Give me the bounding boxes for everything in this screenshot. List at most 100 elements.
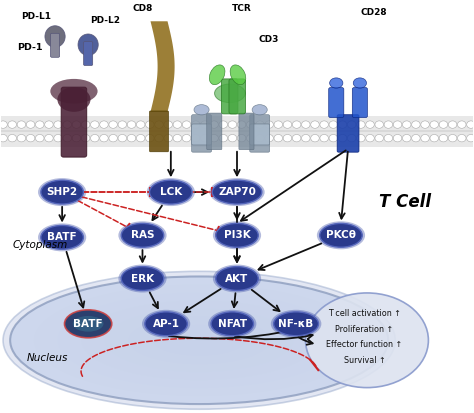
Circle shape: [329, 135, 337, 142]
Text: Survival ↑: Survival ↑: [344, 356, 385, 365]
FancyBboxPatch shape: [328, 88, 344, 118]
Circle shape: [338, 135, 347, 142]
Ellipse shape: [78, 34, 98, 55]
Circle shape: [109, 121, 118, 128]
Ellipse shape: [211, 312, 254, 336]
Circle shape: [384, 135, 392, 142]
Text: AKT: AKT: [225, 273, 249, 284]
FancyBboxPatch shape: [250, 124, 270, 145]
Ellipse shape: [105, 309, 294, 372]
Circle shape: [82, 135, 90, 142]
FancyBboxPatch shape: [150, 111, 168, 152]
Ellipse shape: [57, 292, 341, 388]
FancyBboxPatch shape: [250, 115, 270, 152]
Circle shape: [173, 121, 182, 128]
Circle shape: [255, 135, 264, 142]
Ellipse shape: [3, 271, 395, 409]
Circle shape: [384, 121, 392, 128]
FancyBboxPatch shape: [352, 88, 367, 118]
Text: TCR: TCR: [232, 4, 252, 13]
Text: NFAT: NFAT: [218, 319, 247, 329]
Ellipse shape: [306, 293, 428, 388]
Ellipse shape: [64, 310, 112, 338]
Circle shape: [164, 121, 173, 128]
Circle shape: [219, 121, 228, 128]
Circle shape: [347, 121, 356, 128]
Circle shape: [255, 121, 264, 128]
Circle shape: [17, 135, 26, 142]
Ellipse shape: [34, 285, 365, 396]
Circle shape: [228, 135, 237, 142]
Ellipse shape: [118, 265, 166, 292]
Ellipse shape: [329, 78, 343, 88]
Ellipse shape: [57, 87, 91, 112]
Ellipse shape: [81, 300, 318, 380]
Ellipse shape: [319, 223, 362, 247]
Circle shape: [283, 135, 292, 142]
Circle shape: [402, 135, 411, 142]
Circle shape: [366, 121, 374, 128]
Circle shape: [118, 135, 127, 142]
Circle shape: [439, 135, 447, 142]
Text: ERK: ERK: [131, 273, 154, 284]
Text: CD8: CD8: [132, 4, 153, 13]
Ellipse shape: [175, 332, 223, 348]
Ellipse shape: [121, 267, 164, 290]
FancyBboxPatch shape: [239, 113, 254, 150]
Circle shape: [146, 121, 154, 128]
Circle shape: [457, 121, 466, 128]
Circle shape: [320, 121, 328, 128]
Circle shape: [265, 121, 273, 128]
Circle shape: [467, 121, 474, 128]
Circle shape: [0, 135, 7, 142]
Text: CD28: CD28: [361, 8, 387, 17]
Text: BATF: BATF: [47, 233, 77, 242]
Circle shape: [430, 135, 438, 142]
Circle shape: [0, 121, 7, 128]
Circle shape: [36, 121, 44, 128]
Ellipse shape: [210, 65, 225, 85]
Circle shape: [54, 121, 63, 128]
Ellipse shape: [147, 178, 195, 206]
Text: PD-1: PD-1: [17, 43, 43, 52]
Circle shape: [137, 121, 145, 128]
Ellipse shape: [273, 312, 319, 336]
Circle shape: [173, 135, 182, 142]
Text: NF-κB: NF-κB: [278, 319, 314, 329]
Text: PI3K: PI3K: [224, 230, 250, 240]
FancyBboxPatch shape: [83, 42, 93, 66]
Text: PD-L2: PD-L2: [91, 17, 120, 25]
Text: T cell activation ↑: T cell activation ↑: [328, 309, 401, 318]
Circle shape: [219, 135, 228, 142]
Text: BATF: BATF: [73, 319, 103, 329]
Text: CD3: CD3: [258, 35, 279, 44]
Circle shape: [8, 121, 17, 128]
Circle shape: [292, 135, 301, 142]
Circle shape: [27, 135, 35, 142]
Circle shape: [274, 121, 283, 128]
Circle shape: [292, 121, 301, 128]
Ellipse shape: [128, 316, 270, 364]
Ellipse shape: [142, 310, 190, 338]
Ellipse shape: [216, 223, 258, 247]
Ellipse shape: [353, 78, 366, 88]
Ellipse shape: [38, 223, 86, 252]
Ellipse shape: [73, 316, 103, 332]
FancyBboxPatch shape: [61, 87, 87, 157]
Circle shape: [191, 135, 200, 142]
Text: ZAP70: ZAP70: [218, 187, 256, 197]
Circle shape: [210, 135, 219, 142]
Circle shape: [210, 121, 219, 128]
Circle shape: [155, 135, 163, 142]
Circle shape: [100, 121, 108, 128]
Circle shape: [63, 135, 72, 142]
Circle shape: [356, 121, 365, 128]
Text: AP-1: AP-1: [153, 319, 180, 329]
Circle shape: [72, 135, 81, 142]
Ellipse shape: [230, 65, 246, 85]
Ellipse shape: [213, 221, 261, 249]
Ellipse shape: [38, 178, 86, 206]
FancyBboxPatch shape: [221, 79, 238, 114]
Circle shape: [82, 121, 90, 128]
Text: SHP2: SHP2: [46, 187, 78, 197]
